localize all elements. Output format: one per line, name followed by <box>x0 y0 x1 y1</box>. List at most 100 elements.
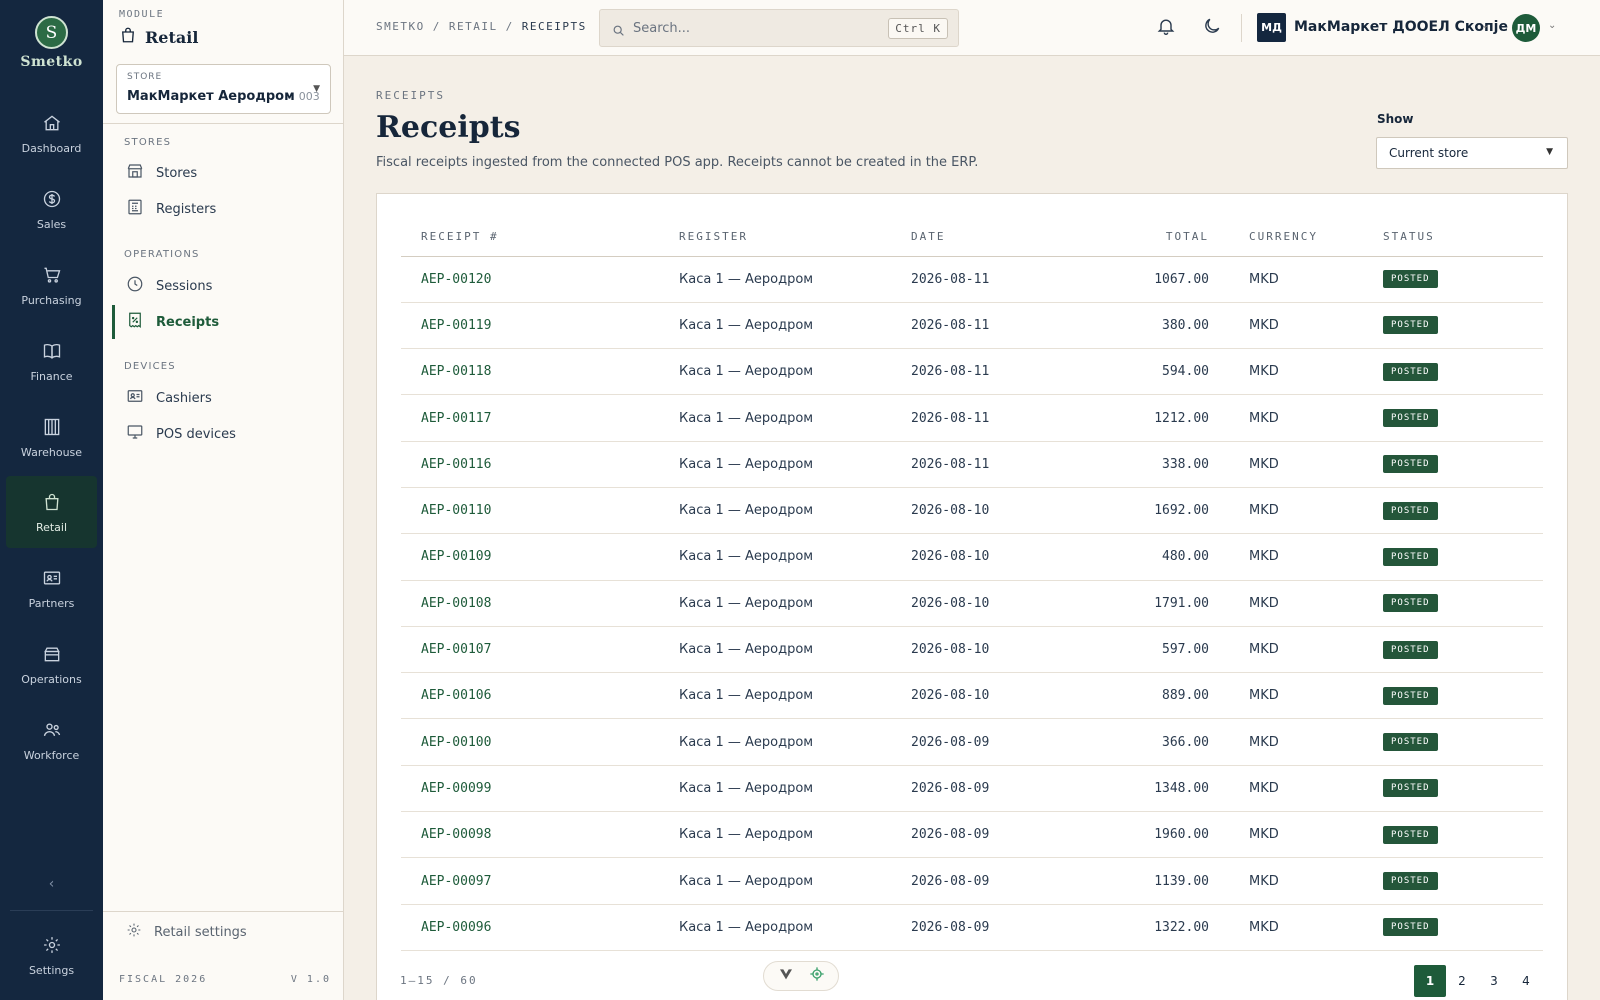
receipt-number-link[interactable]: AEP-00117 <box>401 394 659 442</box>
currency-cell: MKD <box>1229 904 1363 951</box>
column-header-status[interactable]: STATUS <box>1363 218 1543 257</box>
total-cell: 1139.00 <box>1085 857 1229 905</box>
table-header-row: RECEIPT # REGISTER DATE TOTAL CURRENCY S… <box>401 218 1543 257</box>
column-header-currency[interactable]: CURRENCY <box>1229 218 1363 257</box>
currency-cell: MKD <box>1229 348 1363 396</box>
cart-icon <box>41 264 63 286</box>
column-header-date[interactable]: DATE <box>891 218 1085 257</box>
store-select[interactable]: STORE МакМаркет Аеродром 003 ▼ <box>116 64 331 114</box>
subnav-item-label: Stores <box>156 165 198 181</box>
breadcrumb-item-smetko[interactable]: SMETKO <box>376 20 425 33</box>
table-row[interactable]: AEP-00109 Каса 1 — Аеродром 2026-08-10 480.… <box>401 533 1543 581</box>
column-header-receipt[interactable]: RECEIPT # <box>401 218 659 257</box>
receipt-number-link[interactable]: AEP-00109 <box>401 533 659 581</box>
target-icon[interactable] <box>809 966 825 986</box>
rail-item-retail[interactable]: Retail <box>6 476 97 548</box>
subnav-item-pos-devices[interactable]: POS devices <box>112 417 344 451</box>
rail-item-purchasing[interactable]: Purchasing <box>6 249 97 321</box>
receipt-icon <box>126 311 144 333</box>
page-button-4[interactable]: 4 <box>1522 974 1530 988</box>
show-filter-select[interactable]: Current store ▼ <box>1376 137 1568 169</box>
receipt-number-link[interactable]: AEP-00100 <box>401 718 659 766</box>
chevron-down-icon[interactable]: ⌄ <box>1481 20 1490 31</box>
table-row[interactable]: AEP-00117 Каса 1 — Аеродром 2026-08-11 1212… <box>401 394 1543 442</box>
breadcrumb-item-retail[interactable]: RETAIL <box>448 20 498 33</box>
receipt-number-link[interactable]: AEP-00118 <box>401 348 659 396</box>
total-cell: 338.00 <box>1085 441 1229 488</box>
table-row[interactable]: AEP-00100 Каса 1 — Аеродром 2026-08-09 366.… <box>401 718 1543 766</box>
rail-item-operations[interactable]: Operations <box>6 628 97 700</box>
currency-cell: MKD <box>1229 441 1363 488</box>
table-row[interactable]: AEP-00120 Каса 1 — Аеродром 2026-08-11 1067… <box>401 256 1543 303</box>
table-row[interactable]: AEP-00119 Каса 1 — Аеродром 2026-08-11 380.… <box>401 302 1543 350</box>
receipt-number-link[interactable]: AEP-00110 <box>401 487 659 535</box>
receipt-number-link[interactable]: AEP-00096 <box>401 904 659 951</box>
rail-item-dashboard[interactable]: Dashboard <box>6 97 97 169</box>
subnav-item-registers[interactable]: Registers <box>112 192 344 226</box>
status-badge: POSTED <box>1383 825 1438 844</box>
divider <box>1241 14 1242 42</box>
total-cell: 1212.00 <box>1085 394 1229 442</box>
retail-settings-link[interactable]: Retail settings <box>126 922 247 942</box>
store-select-label: STORE <box>127 72 163 82</box>
receipt-number-link[interactable]: AEP-00120 <box>401 256 659 303</box>
page-button-3[interactable]: 3 <box>1490 974 1498 988</box>
table-row[interactable]: AEP-00116 Каса 1 — Аеродром 2026-08-11 338.… <box>401 441 1543 488</box>
table-row[interactable]: AEP-00107 Каса 1 — Аеродром 2026-08-10 597.… <box>401 626 1543 674</box>
brand[interactable]: S Smetko <box>0 16 103 70</box>
rail-item-finance[interactable]: Finance <box>6 325 97 397</box>
column-header-register[interactable]: REGISTER <box>659 218 891 257</box>
currency-cell: MKD <box>1229 533 1363 581</box>
theme-toggle-button[interactable] <box>1200 16 1224 40</box>
column-header-total[interactable]: TOTAL <box>1085 218 1229 257</box>
rail-item-warehouse[interactable]: Warehouse <box>6 401 97 473</box>
module-title-text: Retail <box>145 27 199 47</box>
users-icon <box>41 719 63 741</box>
total-cell: 889.00 <box>1085 672 1229 720</box>
table-row[interactable]: AEP-00118 Каса 1 — Аеродром 2026-08-11 594.… <box>401 348 1543 396</box>
subnav-item-stores[interactable]: Stores <box>112 156 344 190</box>
subnav-item-cashiers[interactable]: Cashiers <box>112 381 344 415</box>
show-filter-label: Show <box>1377 112 1414 126</box>
logo-mark-icon[interactable] <box>778 966 794 986</box>
chevron-down-icon[interactable]: ⌄ <box>1548 20 1557 31</box>
rail-item-settings[interactable]: Settings <box>6 920 97 990</box>
breadcrumb-separator: / <box>432 20 441 33</box>
pagination-range: 1–15 / 60 <box>400 974 478 987</box>
register-cell: Каса 1 — Аеродром <box>659 765 891 813</box>
org-switcher[interactable]: МакМаркет ДООЕЛ Скопје <box>1294 19 1508 35</box>
table-row[interactable]: AEP-00096 Каса 1 — Аеродром 2026-08-09 1322… <box>401 904 1543 951</box>
table-row[interactable]: AEP-00106 Каса 1 — Аеродром 2026-08-10 889.… <box>401 672 1543 720</box>
chevron-down-icon: ▼ <box>313 84 320 94</box>
table-row[interactable]: AEP-00099 Каса 1 — Аеродром 2026-08-09 1348… <box>401 765 1543 813</box>
table-row[interactable]: AEP-00097 Каса 1 — Аеродром 2026-08-09 1139… <box>401 857 1543 905</box>
receipt-number-link[interactable]: AEP-00108 <box>401 580 659 627</box>
rail-item-partners[interactable]: Partners <box>6 552 97 624</box>
table-row[interactable]: AEP-00098 Каса 1 — Аеродром 2026-08-09 1960… <box>401 811 1543 859</box>
status-cell: POSTED <box>1363 348 1543 396</box>
rail-item-sales[interactable]: Sales <box>6 173 97 245</box>
receipt-number-link[interactable]: AEP-00119 <box>401 302 659 350</box>
receipt-number-link[interactable]: AEP-00097 <box>401 857 659 905</box>
receipt-number-link[interactable]: AEP-00107 <box>401 626 659 674</box>
table-row[interactable]: AEP-00108 Каса 1 — Аеродром 2026-08-10 1791… <box>401 580 1543 627</box>
rail-item-workforce[interactable]: Workforce <box>6 704 97 776</box>
gear-icon <box>41 934 63 956</box>
search-input[interactable]: Search... Ctrl K <box>599 9 959 47</box>
receipt-number-link[interactable]: AEP-00098 <box>401 811 659 859</box>
table-row[interactable]: AEP-00110 Каса 1 — Аеродром 2026-08-10 1692… <box>401 487 1543 535</box>
receipt-number-link[interactable]: AEP-00099 <box>401 765 659 813</box>
subnav-item-receipts[interactable]: Receipts <box>112 305 344 339</box>
subnav-item-sessions[interactable]: Sessions <box>112 269 344 303</box>
status-badge: POSTED <box>1383 872 1438 890</box>
page-button-2[interactable]: 2 <box>1458 974 1466 988</box>
org-badge[interactable]: МД <box>1257 13 1286 42</box>
page-button-1[interactable]: 1 <box>1414 965 1446 997</box>
notifications-button[interactable] <box>1154 16 1178 40</box>
receipt-number-link[interactable]: AEP-00106 <box>401 672 659 720</box>
collapse-rail-button[interactable]: ‹ <box>48 876 55 892</box>
total-cell: 594.00 <box>1085 348 1229 396</box>
avatar[interactable]: ДМ <box>1512 14 1540 42</box>
register-icon <box>126 198 144 220</box>
receipt-number-link[interactable]: AEP-00116 <box>401 441 659 488</box>
